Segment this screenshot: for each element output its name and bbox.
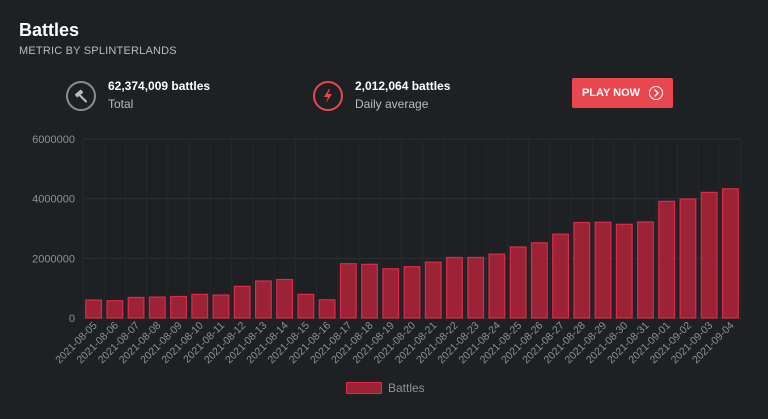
bar[interactable]: [509, 246, 527, 319]
bar[interactable]: [467, 256, 485, 319]
bar[interactable]: [318, 299, 336, 319]
bar[interactable]: [445, 256, 463, 319]
bar[interactable]: [297, 293, 315, 319]
bar[interactable]: [106, 300, 124, 319]
bar[interactable]: [403, 266, 421, 319]
play-now-label: PLAY NOW: [581, 87, 641, 99]
bar[interactable]: [530, 242, 548, 319]
chevron-right-circle-icon: [649, 86, 664, 100]
bar[interactable]: [191, 293, 209, 319]
lightning-icon: [313, 80, 343, 111]
gavel-icon: [66, 80, 96, 111]
legend-label: Battles: [388, 381, 425, 395]
bar[interactable]: [170, 295, 187, 319]
bar[interactable]: [339, 263, 357, 319]
bar[interactable]: [615, 223, 633, 319]
bar[interactable]: [573, 221, 591, 319]
bar[interactable]: [233, 285, 251, 319]
bar[interactable]: [424, 261, 442, 319]
bar[interactable]: [488, 253, 506, 319]
y-tick-label: 0: [69, 313, 75, 325]
legend-swatch: [346, 382, 382, 394]
chart-legend[interactable]: Battles: [346, 381, 425, 395]
bar[interactable]: [637, 221, 654, 319]
page-title: Battles: [19, 20, 80, 40]
total-battles-value: 62,374,009 battles: [108, 79, 211, 93]
page-subtitle: METRIC BY SPLINTERLANDS: [19, 45, 177, 57]
bar[interactable]: [594, 221, 612, 319]
total-stat: 62,374,009 battles Total: [66, 78, 210, 113]
bar[interactable]: [85, 299, 103, 319]
daily-average-value: 2,012,064 battles: [355, 79, 451, 93]
daily-average-label: Daily average: [355, 97, 429, 111]
play-now-button[interactable]: PLAY NOW: [572, 78, 673, 108]
bar[interactable]: [254, 280, 272, 319]
bar[interactable]: [148, 296, 166, 319]
bar[interactable]: [361, 263, 379, 319]
bar[interactable]: [127, 296, 145, 319]
bar[interactable]: [679, 198, 697, 319]
y-tick-label: 2000000: [32, 253, 75, 265]
bar[interactable]: [721, 188, 739, 319]
bar[interactable]: [658, 200, 676, 319]
daily-average-stat: 2,012,064 battles Daily average: [313, 78, 450, 113]
total-battles-label: Total: [108, 97, 134, 111]
bar[interactable]: [552, 233, 570, 319]
bar[interactable]: [212, 294, 230, 319]
bar[interactable]: [382, 268, 400, 319]
y-tick-label: 4000000: [32, 194, 75, 206]
bar[interactable]: [700, 191, 718, 319]
y-tick-label: 6000000: [32, 134, 75, 146]
bar[interactable]: [276, 278, 294, 319]
